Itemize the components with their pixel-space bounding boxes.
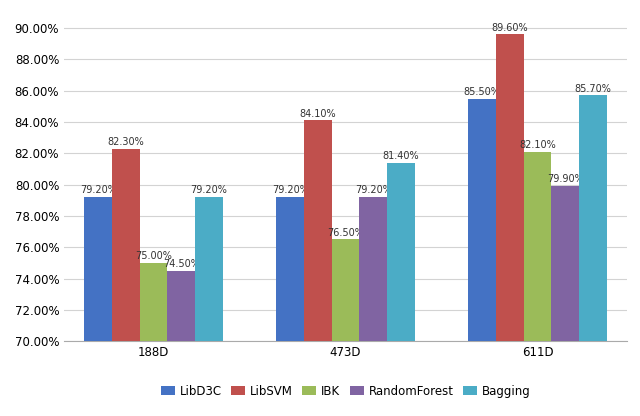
- Text: 82.10%: 82.10%: [519, 140, 556, 150]
- Text: 85.50%: 85.50%: [464, 87, 500, 97]
- Text: 82.30%: 82.30%: [108, 137, 144, 147]
- Bar: [332, 239, 360, 416]
- Text: 79.20%: 79.20%: [355, 185, 392, 195]
- Text: 79.20%: 79.20%: [191, 185, 227, 195]
- Text: 75.00%: 75.00%: [135, 251, 172, 261]
- Bar: [579, 95, 607, 416]
- Bar: [112, 149, 140, 416]
- Text: 79.20%: 79.20%: [272, 185, 308, 195]
- Text: 89.60%: 89.60%: [492, 22, 528, 32]
- Bar: [195, 197, 223, 416]
- Legend: LibD3C, LibSVM, IBK, RandomForest, Bagging: LibD3C, LibSVM, IBK, RandomForest, Baggi…: [156, 380, 536, 402]
- Text: 81.40%: 81.40%: [383, 151, 419, 161]
- Text: 74.50%: 74.50%: [163, 259, 200, 269]
- Bar: [496, 35, 524, 416]
- Text: 85.70%: 85.70%: [575, 84, 611, 94]
- Bar: [168, 271, 195, 416]
- Bar: [387, 163, 415, 416]
- Text: 79.20%: 79.20%: [80, 185, 116, 195]
- Bar: [468, 99, 496, 416]
- Bar: [304, 121, 332, 416]
- Text: 76.50%: 76.50%: [327, 228, 364, 238]
- Text: 79.90%: 79.90%: [547, 174, 584, 184]
- Bar: [552, 186, 579, 416]
- Bar: [276, 197, 304, 416]
- Bar: [524, 152, 552, 416]
- Bar: [140, 263, 168, 416]
- Text: 84.10%: 84.10%: [300, 109, 336, 119]
- Bar: [360, 197, 387, 416]
- Bar: [84, 197, 112, 416]
